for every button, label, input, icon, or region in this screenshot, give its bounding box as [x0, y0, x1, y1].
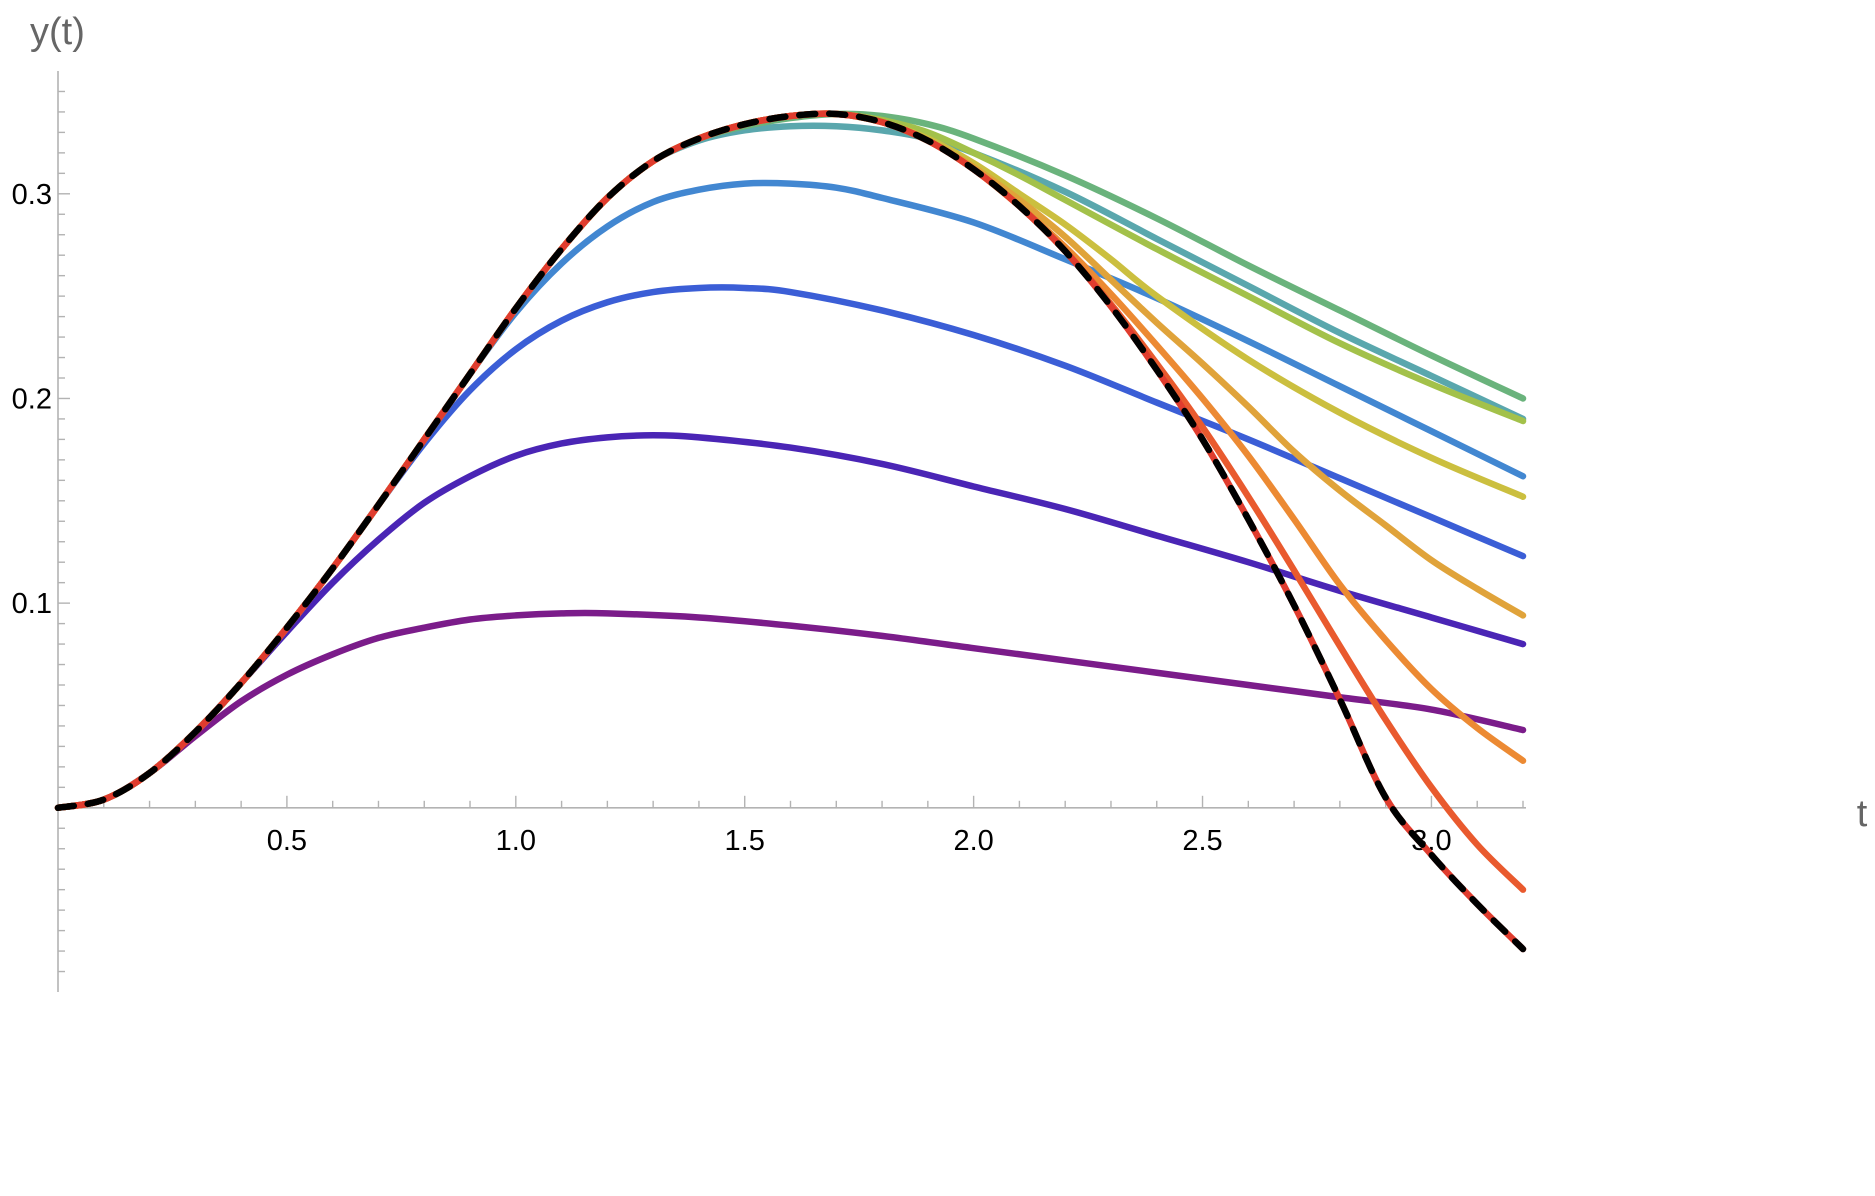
y-tick-label: 0.2 — [12, 383, 52, 415]
x-tick-label: 1.5 — [725, 825, 765, 857]
x-axis-label: t — [1857, 793, 1868, 835]
series-group — [54, 110, 1527, 953]
series-line-5 — [54, 122, 1527, 812]
tick-marks — [58, 90, 1524, 973]
x-tick-label: 2.5 — [1182, 825, 1222, 857]
series-line-9 — [54, 110, 1527, 812]
y-axis-label: y(t) — [30, 11, 85, 53]
y-tick-label: 0.3 — [12, 179, 52, 211]
y-tick-label: 0.1 — [12, 588, 52, 620]
tick-labels: 0.5 1.0 1.5 2.0 2.5 3.00.10.20.3 — [12, 179, 1452, 857]
series-line-1 — [54, 609, 1527, 812]
x-tick-label: 1.0 — [496, 825, 536, 857]
x-tick-label: 0.5 — [267, 825, 307, 857]
series-line-13 — [54, 110, 1527, 953]
axes — [57, 71, 1526, 992]
series-line-11 — [54, 110, 1527, 893]
series-line-4 — [54, 179, 1527, 812]
x-tick-label: 2.0 — [953, 825, 993, 857]
